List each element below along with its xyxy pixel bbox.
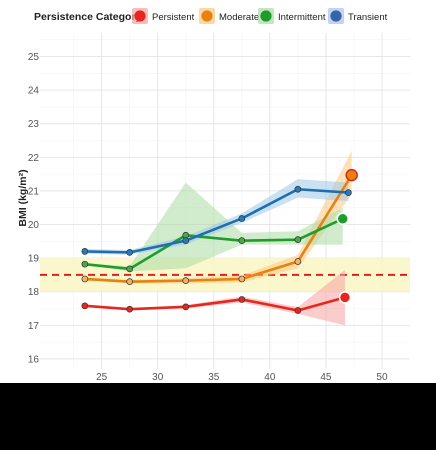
intermittent-point <box>126 265 134 273</box>
transient-point <box>294 185 302 193</box>
y-tick-label: 20 <box>28 220 40 231</box>
persistent-end-point <box>338 291 352 304</box>
persistent-point <box>238 296 246 303</box>
moderate-end-point <box>345 168 358 182</box>
persistent-line <box>84 296 346 312</box>
x-tick-label: 50 <box>376 372 388 383</box>
y-tick-label: 19 <box>28 254 40 265</box>
persistent-point <box>126 305 134 313</box>
transient-legend-label: Transient <box>348 12 388 23</box>
persistent-point <box>182 303 190 311</box>
intermittent-point <box>81 260 89 268</box>
intermittent-end-point <box>336 212 349 226</box>
moderate-point <box>238 275 246 283</box>
x-tick-label: 35 <box>208 372 220 383</box>
persistent-legend-label: Persistent <box>152 12 195 23</box>
moderate-point <box>126 278 134 285</box>
transient-line <box>84 187 349 254</box>
persistent-legend-marker <box>134 10 146 22</box>
moderate-point <box>294 258 302 265</box>
persistent-point <box>294 307 302 314</box>
transient-point <box>81 248 89 255</box>
transient-point <box>126 249 134 256</box>
y-tick-label: 25 <box>28 52 40 63</box>
x-axis-ticks: 25 30 35 40 45 50 <box>96 372 388 383</box>
y-tick-label: 22 <box>28 153 40 164</box>
y-tick-label: 23 <box>28 119 40 130</box>
legend-title: Persistence Category <box>34 11 142 23</box>
intermittent-point <box>238 237 246 244</box>
legend: Persistence Category Persistent Moderate I… <box>34 8 388 24</box>
intermittent-legend-marker <box>260 10 272 22</box>
transient-point <box>238 215 246 222</box>
y-tick-label: 21 <box>28 186 40 197</box>
x-tick-label: 25 <box>96 372 108 383</box>
x-tick-label: 45 <box>320 372 332 383</box>
y-tick-label: 17 <box>28 321 40 332</box>
persistent-point <box>81 302 89 310</box>
transient-point <box>182 237 190 244</box>
chart-panel: Persistence Category Persistent Moderate I… <box>0 0 436 383</box>
intermittent-legend-label: Intermittent <box>278 12 326 23</box>
moderate-point <box>182 277 190 284</box>
x-tick-label: 40 <box>264 372 276 383</box>
y-tick-label: 16 <box>28 354 40 365</box>
bmi-line-chart: Persistence Category Persistent Moderate I… <box>17 8 410 383</box>
intermittent-line <box>84 217 344 271</box>
moderate-legend-label: Moderate <box>219 12 259 23</box>
moderate-point <box>81 275 89 283</box>
moderate-legend-marker <box>201 10 213 22</box>
y-tick-label: 18 <box>28 287 40 298</box>
y-tick-label: 24 <box>28 86 40 97</box>
y-axis-ticks: 16 17 18 19 20 21 22 23 24 25 <box>28 52 40 365</box>
x-tick-label: 30 <box>152 372 164 383</box>
y-axis-title: BMI (kg/m²) <box>17 169 29 226</box>
plot-area <box>40 33 410 369</box>
moderate-line <box>84 174 353 283</box>
intermittent-point <box>294 236 302 243</box>
transient-legend-marker <box>330 10 342 22</box>
transient-point <box>344 189 352 196</box>
